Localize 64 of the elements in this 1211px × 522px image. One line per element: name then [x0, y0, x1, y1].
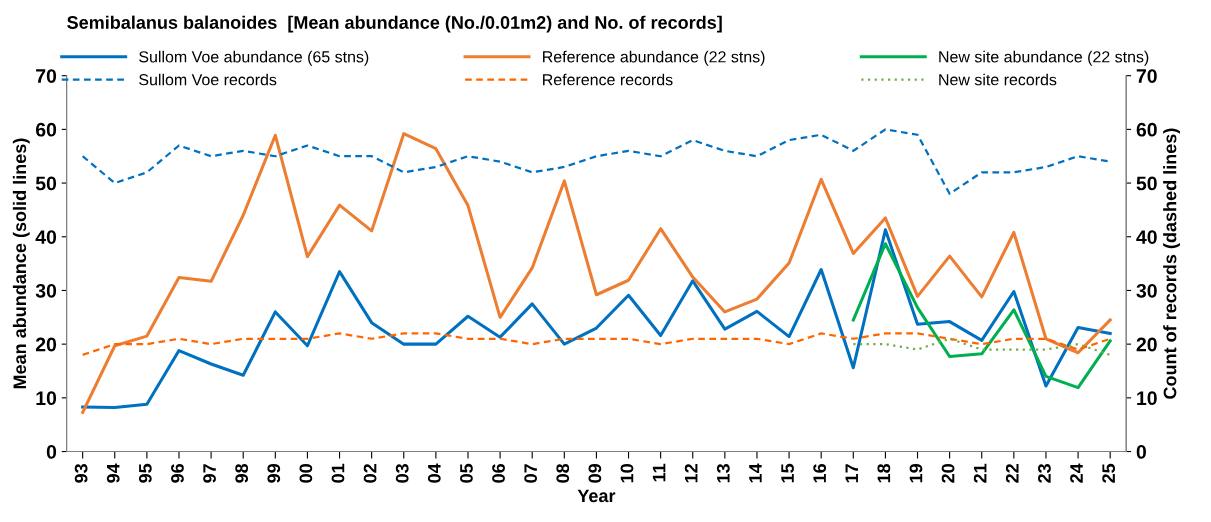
y-tick-label: 10 — [36, 391, 57, 406]
y2-tick-label: 20 — [1136, 337, 1157, 352]
legend-label: Reference records — [543, 73, 673, 86]
chart-title: Semibalanus balanoides [Mean abundance (No./0.01m2) and No. of records] — [67, 15, 722, 33]
y-tick-label: 60 — [35, 122, 57, 137]
line-series — [81, 132, 1112, 414]
y2-tick-label: 60 — [1136, 122, 1157, 137]
x-axis-title: Year — [577, 489, 616, 503]
x-tick-label: 20 — [941, 464, 955, 483]
legend-label: Sullom Voe abundance (65 stns) — [139, 50, 369, 66]
x-tick-label: 22 — [1005, 464, 1019, 483]
x-tick-label: 04 — [427, 463, 441, 483]
x-tick-label: 05 — [460, 463, 473, 483]
y-tick-label: 30 — [35, 283, 57, 298]
x-tick-label: 19 — [909, 464, 923, 483]
line-series — [852, 337, 1112, 356]
x-tick-label: 99 — [267, 464, 281, 483]
y-tick-label: 50 — [35, 176, 57, 191]
y2-tick-label: 0 — [1136, 445, 1146, 459]
x-tick-label: 17 — [845, 464, 858, 483]
legend-label: Reference abundance (22 stns) — [543, 50, 765, 66]
x-tick-label: 21 — [973, 463, 987, 483]
x-tick-label: 03 — [395, 463, 409, 483]
legend-label: New site abundance (22 stns) — [939, 50, 1149, 66]
x-tick-label: 98 — [235, 463, 249, 483]
y-tick-label: 20 — [35, 337, 57, 352]
line-series — [81, 332, 1112, 356]
y2-tick-label: 70 — [1136, 69, 1157, 83]
x-tick-label: 10 — [620, 464, 634, 483]
x-tick-label: 96 — [171, 463, 184, 483]
x-tick-label: 01 — [331, 463, 345, 483]
x-tick-label: 06 — [492, 463, 505, 483]
y-tick-label: 70 — [36, 69, 57, 83]
x-tick-label: 09 — [588, 464, 602, 483]
x-tick-label: 97 — [203, 464, 216, 483]
legend-label: New site records — [939, 73, 1057, 86]
y2-tick-label: 50 — [1136, 176, 1157, 191]
x-tick-label: 02 — [363, 464, 377, 483]
y-tick-label: 0 — [46, 445, 57, 459]
y2-tick-label: 40 — [1136, 230, 1157, 244]
x-tick-label: 07 — [524, 464, 538, 483]
x-tick-label: 25 — [1102, 463, 1116, 483]
y-axis-title: Mean abundance (solid lines) — [12, 138, 30, 389]
line-series — [851, 242, 1112, 390]
y-tick-label: 40 — [35, 230, 57, 244]
x-tick-label: 23 — [1038, 463, 1051, 483]
x-tick-label: 11 — [652, 463, 666, 482]
x-tick-label: 93 — [74, 463, 88, 483]
x-tick-label: 16 — [813, 463, 827, 483]
x-tick-label: 24 — [1070, 463, 1083, 483]
y2-axis-title: Count of records (dashed lines) — [1163, 128, 1180, 399]
x-tick-label: 12 — [684, 464, 698, 483]
y2-tick-label: 30 — [1136, 283, 1157, 298]
x-tick-label: 13 — [716, 463, 730, 483]
x-tick-label: 15 — [781, 463, 794, 483]
legend-label: Sullom Voe records — [139, 73, 277, 86]
x-tick-label: 14 — [749, 463, 762, 483]
x-tick-label: 00 — [299, 464, 313, 483]
x-tick-label: 94 — [106, 463, 120, 483]
line-series — [81, 228, 1112, 410]
x-tick-label: 95 — [138, 463, 152, 483]
y2-tick-label: 10 — [1137, 391, 1157, 406]
x-tick-label: 08 — [556, 463, 570, 483]
x-tick-label: 18 — [877, 463, 891, 483]
